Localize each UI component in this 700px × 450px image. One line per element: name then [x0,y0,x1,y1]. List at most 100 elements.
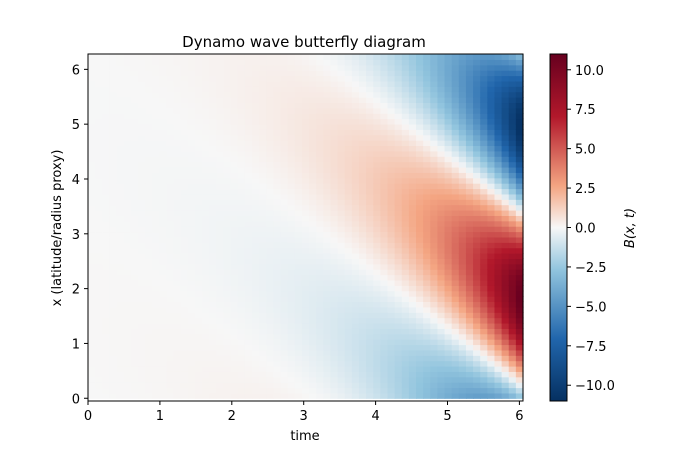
heatmap-cell [473,91,481,98]
heatmap-cell [130,258,139,265]
heatmap-cell [309,322,317,329]
heatmap-cell [344,97,353,104]
heatmap-cell [237,242,246,249]
heatmap-cell [437,118,446,125]
heatmap-cell [373,258,381,265]
heatmap-cell [102,376,110,383]
heatmap-cell [394,382,403,389]
heatmap-cell [137,129,146,136]
heatmap-cell [280,322,289,329]
heatmap-cell [444,328,453,335]
heatmap-cell [180,183,189,190]
heatmap-cell [145,215,153,222]
heatmap-cell [494,279,503,286]
heatmap-cell [337,236,346,243]
heatmap-cell [451,70,460,77]
heatmap-cell [323,258,332,265]
heatmap-cell [194,339,203,346]
heatmap-cell [145,365,153,372]
heatmap-cell [237,296,246,303]
heatmap-cell [244,312,253,319]
heatmap-cell [252,387,260,394]
heatmap-cell [137,86,146,93]
heatmap-cell [473,333,481,340]
heatmap-cell [444,188,453,195]
heatmap-cell [259,150,267,157]
heatmap-cell [159,392,168,399]
heatmap-cell [216,215,225,222]
heatmap-cell [237,70,246,77]
heatmap-cell [159,290,168,297]
heatmap-cell [102,258,110,265]
heatmap-cell [444,199,453,206]
heatmap-cell [351,91,360,98]
heatmap-cell [230,236,239,243]
heatmap-cell [123,349,132,356]
heatmap-cell [416,382,424,389]
heatmap-cell [273,70,282,77]
heatmap-cell [266,107,275,114]
heatmap-cell [323,199,332,206]
heatmap-cell [202,113,210,120]
heatmap-cell [166,349,175,356]
heatmap-cell [152,54,160,60]
heatmap-cell [501,113,510,120]
heatmap-cell [401,312,410,319]
heatmap-cell [159,242,168,249]
heatmap-cell [444,360,453,367]
heatmap-cell [401,306,410,313]
heatmap-cell [137,177,146,184]
heatmap-cell [109,113,118,120]
heatmap-cell [102,172,110,179]
heatmap-cell [237,113,246,120]
heatmap-cell [137,220,146,227]
heatmap-cell [465,75,474,82]
heatmap-cell [351,59,360,66]
heatmap-cell [487,107,496,114]
heatmap-cell [451,183,460,190]
heatmap-cell [323,242,332,249]
heatmap-cell [166,107,175,114]
heatmap-cell [394,102,403,109]
heatmap-cell [473,80,481,87]
heatmap-cell [102,86,110,93]
heatmap-cell [202,118,210,125]
heatmap-cell [280,145,289,152]
heatmap-cell [330,145,339,152]
heatmap-cell [330,204,339,211]
heatmap-cell [102,290,110,297]
heatmap-cell [187,274,196,281]
heatmap-cell [344,236,353,243]
heatmap-cell [116,253,125,259]
heatmap-cell [159,231,168,238]
heatmap-cell [130,382,139,389]
heatmap-cell [259,204,267,211]
heatmap-cell [358,339,367,346]
heatmap-cell [501,166,510,173]
heatmap-cell [473,161,481,168]
heatmap-cell [194,253,203,259]
heatmap-cell [373,306,381,313]
heatmap-cell [202,258,210,265]
heatmap-cell [337,215,346,222]
heatmap-cell [394,129,403,136]
heatmap-cell [437,209,446,216]
heatmap-cell [95,371,103,378]
heatmap-cell [209,333,217,340]
heatmap-cell [301,102,310,109]
heatmap-cell [237,134,246,141]
heatmap-cell [437,80,446,87]
heatmap-cell [408,355,417,362]
heatmap-cell [323,312,332,319]
heatmap-cell [259,172,267,179]
heatmap-cell [95,306,103,313]
heatmap-cell [323,140,332,147]
heatmap-cell [166,242,175,249]
heatmap-cell [230,172,239,179]
heatmap-cell [416,322,424,329]
heatmap-cell [145,312,153,319]
heatmap-cell [95,134,103,141]
heatmap-cell [273,285,282,292]
heatmap-cell [259,91,267,98]
heatmap-cell [223,134,232,141]
